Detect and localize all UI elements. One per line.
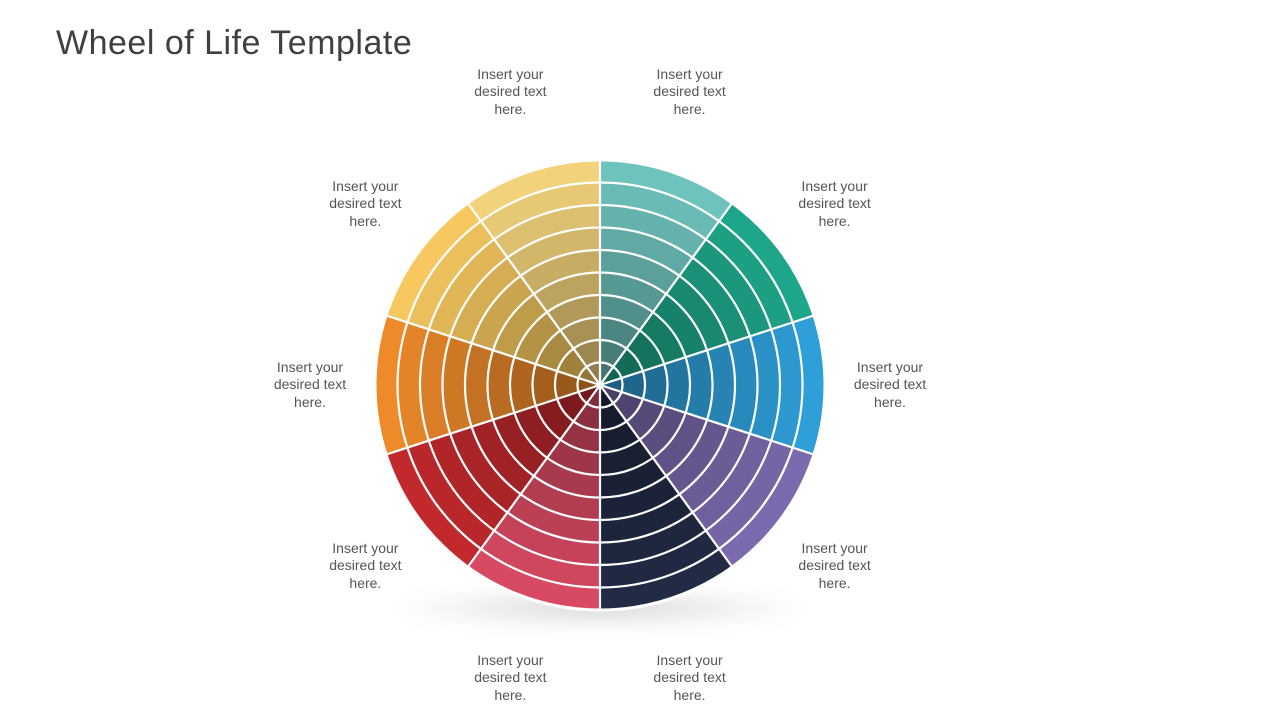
segment-label: Insert your desired text here.	[445, 652, 575, 705]
segment-label: Insert your desired text here.	[300, 178, 430, 231]
segment-label: Insert your desired text here.	[245, 359, 375, 412]
segment-label: Insert your desired text here.	[825, 359, 955, 412]
wheel-stage: Insert your desired text here. Insert you…	[0, 0, 1280, 720]
segment-label: Insert your desired text here.	[625, 66, 755, 119]
segment-label: Insert your desired text here.	[300, 540, 430, 593]
segment-label: Insert your desired text here.	[770, 178, 900, 231]
segment-label: Insert your desired text here.	[770, 540, 900, 593]
segment-label: Insert your desired text here.	[445, 66, 575, 119]
wheel-of-life-chart	[370, 155, 830, 615]
segment-label: Insert your desired text here.	[625, 652, 755, 705]
